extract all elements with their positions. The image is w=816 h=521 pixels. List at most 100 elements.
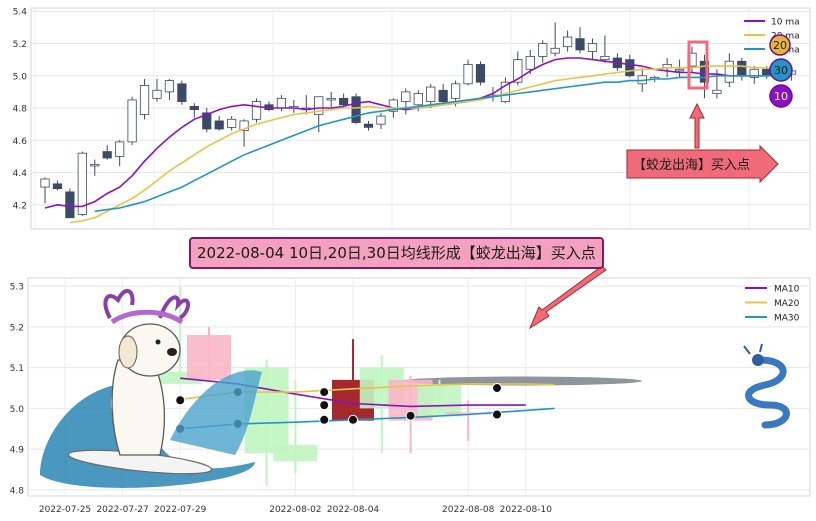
candle: [102, 151, 112, 159]
ma-cross-marker: [405, 410, 416, 421]
ma-badge-label: 20: [773, 39, 787, 52]
candle: [550, 47, 560, 54]
y-tick-label: 4.6: [13, 137, 28, 147]
x-tick-label: 2022-08-08: [442, 505, 495, 515]
candle: [413, 93, 423, 106]
dog-ear: [118, 335, 138, 369]
candle: [139, 85, 150, 115]
candle: [417, 383, 462, 417]
candle: [376, 115, 386, 125]
dog-surfer-illustration: [40, 289, 262, 488]
legend-label: 10 ma: [771, 18, 800, 28]
ma-cross-marker: [319, 387, 330, 398]
candle: [446, 412, 491, 415]
ma-badge-label: 10: [774, 90, 788, 103]
y-tick-label: 4.9: [10, 446, 25, 456]
candle: [625, 59, 635, 77]
y-tick-label: 5.3: [10, 283, 24, 293]
callout-box: [626, 144, 779, 184]
y-tick-label: 5.2: [10, 323, 24, 333]
x-tick-label: 2022-07-29: [154, 505, 207, 515]
candle: [239, 120, 249, 131]
candle: [251, 101, 262, 120]
plot-area: [30, 7, 811, 230]
dog-body: [111, 359, 166, 456]
candle: [127, 99, 137, 143]
y-tick-label: 4.8: [10, 486, 25, 496]
candle: [513, 59, 523, 83]
candle: [475, 64, 486, 83]
candle: [388, 99, 398, 112]
candle: [164, 80, 175, 93]
candle: [674, 68, 685, 72]
dog-eye: [155, 339, 161, 345]
x-tick-label: 2022-08-04: [327, 505, 380, 515]
y-tick-label: 5.1: [10, 364, 24, 374]
signal-highlight: [687, 40, 709, 90]
legend-label: MA10: [774, 285, 800, 295]
candle: [273, 445, 318, 462]
dragon-body: [745, 356, 790, 429]
candle: [525, 55, 535, 70]
candle: [227, 118, 237, 128]
candle: [451, 83, 461, 99]
ma-badge: [769, 84, 793, 108]
signal-banner: 2022-08-04 10日,20日,30日均线形成【蛟龙出海】买入点: [189, 237, 604, 269]
ma-cross-marker: [492, 383, 502, 394]
candle: [600, 55, 610, 61]
candle: [538, 43, 548, 57]
legend-label: MA20: [774, 299, 800, 309]
candle: [65, 191, 75, 219]
x-tick-label: 2022-07-25: [39, 505, 91, 515]
candle: [90, 164, 100, 167]
ma-line-30ma: [94, 75, 792, 213]
candle: [724, 60, 734, 83]
y-tick-label: 4.4: [13, 169, 28, 179]
candle: [401, 91, 411, 102]
candle: [77, 152, 87, 215]
candle: [339, 97, 349, 106]
candle: [177, 83, 187, 102]
candle: [52, 183, 63, 190]
dragon-horns: [743, 343, 763, 355]
y-tick-label: 5.0: [10, 405, 25, 415]
candle: [363, 123, 374, 128]
legend-label: MA30: [774, 314, 800, 324]
blue-dragon-illustration: [743, 343, 790, 429]
candle: [202, 112, 212, 130]
candle: [152, 89, 162, 99]
dragon-horns: [103, 289, 190, 320]
ma-cross-marker: [319, 414, 330, 425]
y-tick-label: 5.0: [13, 72, 28, 82]
banner-pointer-arrow: [528, 265, 607, 330]
dragon-head: [752, 354, 764, 366]
y-tick-label: 4.2: [13, 201, 27, 211]
candle: [326, 97, 336, 101]
candle: [699, 60, 710, 83]
candle: [712, 89, 722, 94]
candle: [115, 141, 125, 157]
candle: [438, 89, 448, 102]
y-tick-label: 5.2: [13, 40, 27, 50]
signal-arrow: [689, 102, 705, 149]
ma-line-20ma: [69, 65, 792, 224]
candle: [749, 68, 759, 78]
y-tick-label: 5.4: [13, 8, 28, 18]
candle: [214, 120, 224, 130]
ma-cross-marker: [175, 395, 186, 406]
dog-nose: [167, 348, 177, 356]
ma-cross-marker: [319, 400, 330, 411]
bottom-legend: MA10 MA20 MA30: [745, 285, 800, 324]
x-tick-label: 2022-07-27: [96, 505, 148, 515]
candle: [562, 36, 573, 48]
ma-badge-label: 30: [774, 64, 788, 77]
ma-cross-marker: [492, 409, 502, 420]
wave-crest: [170, 370, 262, 455]
candle: [187, 335, 231, 380]
candle: [463, 64, 473, 85]
candle: [189, 106, 199, 111]
y-tick-label: 4.8: [13, 105, 28, 115]
